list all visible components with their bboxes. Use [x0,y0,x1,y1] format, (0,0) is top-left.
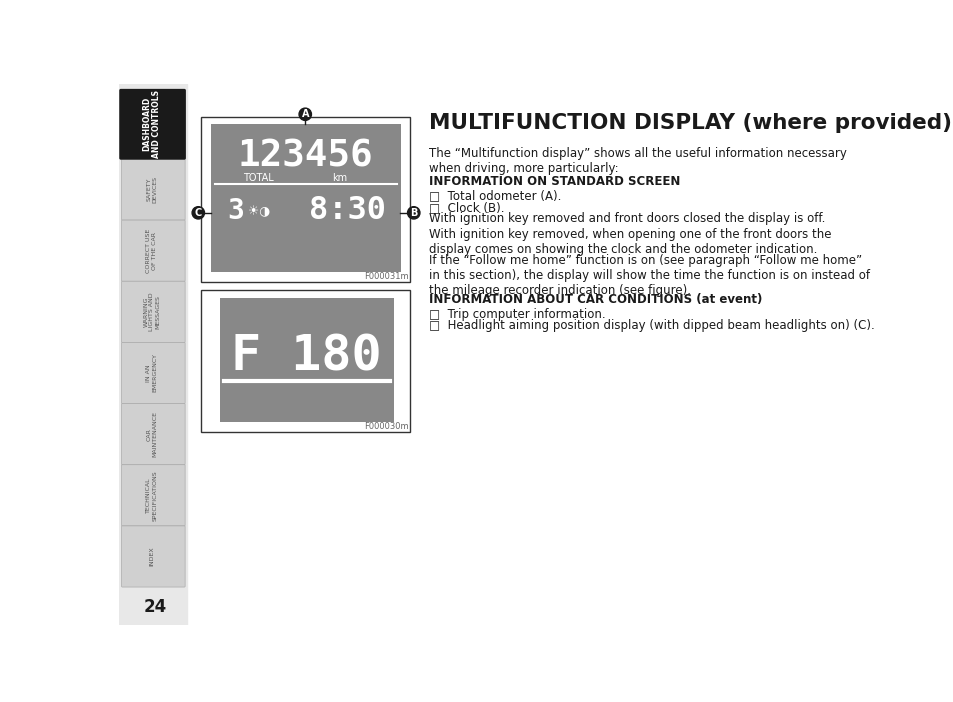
Text: DASHBOARD
AND CONTROLS: DASHBOARD AND CONTROLS [142,91,161,158]
Text: C: C [194,208,202,218]
FancyBboxPatch shape [121,343,185,404]
Text: The “Multifunction display” shows all the useful information necessary
when driv: The “Multifunction display” shows all th… [429,147,846,175]
Text: CORRECT USE
OF THE CAR: CORRECT USE OF THE CAR [146,229,157,273]
Text: F 180: F 180 [232,333,382,380]
Circle shape [298,108,311,121]
Text: F000030m: F000030m [363,422,408,431]
Text: SAFETY
DEVICES: SAFETY DEVICES [146,176,157,203]
Bar [200,290,410,432]
Text: A: A [301,110,309,119]
FancyBboxPatch shape [121,465,185,526]
Text: With ignition key removed and front doors closed the display is off.: With ignition key removed and front door… [429,213,824,225]
FancyBboxPatch shape [119,89,186,159]
Text: 123456: 123456 [237,138,373,175]
Text: INFORMATION ON STANDARD SCREEN: INFORMATION ON STANDARD SCREEN [429,175,679,188]
Text: km: km [333,173,347,183]
FancyBboxPatch shape [121,526,185,587]
Text: CAR
MAINTENANCE: CAR MAINTENANCE [146,411,157,457]
Text: IN AN
EMERGENCY: IN AN EMERGENCY [146,354,157,392]
Text: TECHNICAL
SPECIFICATIONS: TECHNICAL SPECIFICATIONS [146,470,157,521]
Text: □  Clock (B).: □ Clock (B). [429,201,504,214]
FancyBboxPatch shape [121,404,185,465]
FancyBboxPatch shape [121,282,185,343]
Text: TOTAL: TOTAL [243,173,274,183]
FancyBboxPatch shape [121,220,185,282]
Text: F000031m: F000031m [363,272,408,281]
Text: 24: 24 [144,597,167,616]
Bar [200,117,410,282]
Bar [220,298,394,423]
Circle shape [192,206,204,219]
Text: WARNING
LIGHTS AND
MESSAGES: WARNING LIGHTS AND MESSAGES [143,293,160,331]
Text: MULTIFUNCTION DISPLAY (where provided): MULTIFUNCTION DISPLAY (where provided) [429,113,951,133]
Text: INFORMATION ABOUT CAR CONDITIONS (at event): INFORMATION ABOUT CAR CONDITIONS (at eve… [429,293,761,306]
Text: □  Headlight aiming position display (with dipped beam headlights on) (C).: □ Headlight aiming position display (wit… [429,319,874,332]
Text: INDEX: INDEX [149,547,154,567]
FancyBboxPatch shape [121,159,185,220]
Text: □  Total odometer (A).: □ Total odometer (A). [429,190,561,202]
Circle shape [407,206,419,219]
Text: 8:30: 8:30 [309,195,386,226]
Text: If the “Follow me home” function is on (see paragraph “Follow me home”
in this s: If the “Follow me home” function is on (… [429,254,869,298]
Text: With ignition key removed, when opening one of the front doors the
display comes: With ignition key removed, when opening … [429,228,831,256]
Text: □  Trip computer information.: □ Trip computer information. [429,307,605,321]
Text: B: B [410,208,417,218]
Bar [119,84,187,625]
Text: 3: 3 [227,197,244,225]
Bar [211,124,400,272]
Text: ☀◑: ☀◑ [248,206,270,218]
